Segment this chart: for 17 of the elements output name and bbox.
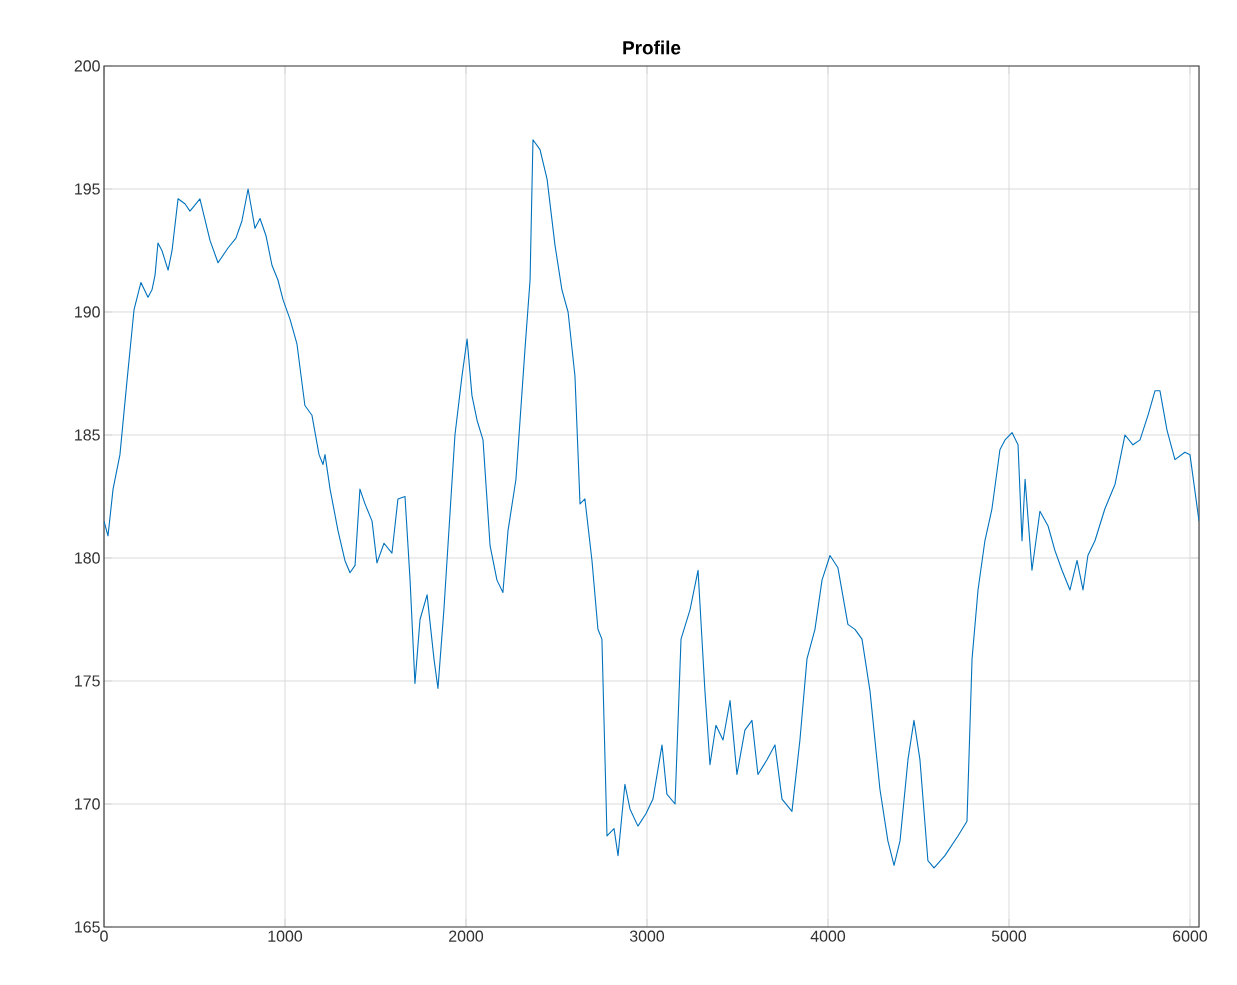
y-tick-label: 185 (75, 429, 100, 441)
y-tick-label: 200 (74, 60, 100, 72)
x-tick-label: 1000 (268, 930, 303, 942)
y-tick-label: 180 (75, 552, 100, 564)
x-tick-label: 3000 (629, 930, 665, 942)
x-tick-label: 6000 (1173, 930, 1208, 942)
line-series (104, 139, 1200, 869)
x-tick-label: 0 (100, 930, 108, 942)
y-tick-label: 170 (75, 798, 100, 810)
x-tick-label: 5000 (991, 930, 1027, 942)
y-tick-label: 195 (75, 183, 100, 195)
x-tick-label: 4000 (810, 930, 846, 942)
y-tick-label: 175 (75, 675, 100, 687)
y-tick-label: 190 (75, 306, 100, 318)
y-tick-label: 165 (75, 921, 100, 933)
x-tick-label: 2000 (449, 930, 484, 942)
chart-title: Profile (623, 40, 681, 55)
